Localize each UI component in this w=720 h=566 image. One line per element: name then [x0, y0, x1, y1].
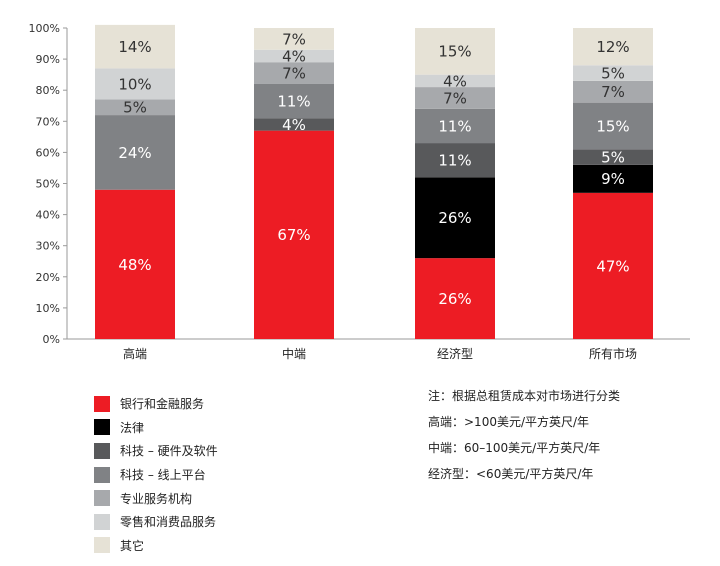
bar-segment — [573, 28, 653, 66]
legend-swatch — [94, 513, 110, 530]
bar-segment — [573, 192, 653, 339]
data-label: 24% — [118, 144, 151, 162]
legend-item: 科技 – 硬件及软件 — [94, 439, 394, 463]
legend-label: 专业服务机构 — [120, 491, 193, 506]
data-label: 9% — [601, 170, 625, 188]
note-line: 中端：60–100美元/平方英尺/年 — [428, 441, 601, 455]
bar-segment — [573, 149, 653, 165]
legend-item: 其它 — [94, 534, 394, 558]
legend: 银行和金融服务 法律科技 – 硬件及软件 科技 – 线上平台 专业服务机构零售和消费品… — [94, 392, 394, 557]
legend-label: 其它 — [120, 538, 145, 553]
data-label: 4% — [443, 72, 467, 90]
legend-label: 科技 – 线上平台 — [120, 468, 206, 483]
bar-segment — [95, 99, 175, 116]
bar-segment — [95, 24, 175, 69]
data-label: 10% — [118, 75, 151, 93]
y-tick-label: 10% — [36, 302, 60, 315]
bar-segment — [573, 80, 653, 103]
data-label: 11% — [277, 92, 310, 110]
data-label: 15% — [596, 117, 629, 135]
bar-segment — [254, 28, 334, 50]
data-label: 5% — [123, 99, 147, 117]
data-label: 7% — [601, 83, 625, 101]
y-tick-label: 30% — [36, 240, 60, 253]
y-tick-label: 50% — [36, 178, 60, 191]
legend-label: 零售和消费品服务 — [120, 515, 217, 530]
legend-swatch — [94, 537, 110, 554]
data-label: 12% — [596, 38, 629, 56]
notes: 注：根据总租赁成本对市场进行分类 高端：>100美元/平方英尺/年 中端：60–… — [428, 388, 718, 492]
data-label: 11% — [438, 152, 471, 170]
legend-item: 零售和消费品服务 — [94, 510, 394, 534]
bar-segment — [254, 49, 334, 63]
bar-segment — [254, 130, 334, 339]
data-label: 5% — [601, 64, 625, 82]
data-label: 4% — [282, 47, 306, 65]
bar-segment — [415, 258, 495, 339]
data-label: 48% — [118, 256, 151, 274]
legend-item: 银行和金融服务 — [94, 392, 394, 416]
y-tick-label: 90% — [36, 53, 60, 66]
x-category-label: 高端 — [123, 346, 147, 361]
note-line: 高端：>100美元/平方英尺/年 — [428, 415, 590, 429]
legend-swatch — [94, 442, 110, 459]
x-category-label: 经济型 — [437, 346, 473, 361]
legend-item: 法律 — [94, 416, 394, 440]
data-label: 7% — [282, 30, 306, 48]
bar-segment — [415, 177, 495, 259]
bar-segment — [415, 87, 495, 109]
bar-segment — [254, 118, 334, 131]
data-label: 7% — [443, 89, 467, 107]
bar-segment — [254, 83, 334, 119]
bar-segment — [415, 143, 495, 178]
legend-swatch — [94, 466, 110, 483]
data-label: 67% — [277, 226, 310, 244]
data-label: 4% — [282, 116, 306, 134]
legend-label: 法律 — [120, 420, 145, 435]
y-tick-label: 100% — [29, 22, 60, 35]
legend-swatch — [94, 419, 110, 436]
y-tick-label: 60% — [36, 146, 60, 159]
note-line: 注：根据总租赁成本对市场进行分类 — [428, 389, 621, 403]
bar-segment — [573, 164, 653, 193]
data-label: 47% — [596, 257, 629, 275]
data-label: 14% — [118, 38, 151, 56]
x-category-label: 所有市场 — [589, 346, 637, 361]
data-label: 5% — [601, 148, 625, 166]
legend-swatch — [94, 395, 110, 412]
bar-segment — [573, 65, 653, 81]
bar-segment — [415, 108, 495, 144]
bar-segment — [95, 115, 175, 190]
data-label: 26% — [438, 209, 471, 227]
data-label: 15% — [438, 43, 471, 61]
y-tick-label: 80% — [36, 84, 60, 97]
data-label: 7% — [282, 64, 306, 82]
x-category-label: 中端 — [282, 346, 306, 361]
legend-item: 科技 – 线上平台 — [94, 463, 394, 487]
bar-segment — [95, 189, 175, 339]
stacked-bar-chart: 0% 10% 20% 30% 40% 50% 60% 70% 80% 90% 100% 48% 24% 5… — [29, 22, 690, 361]
legend-swatch — [94, 490, 110, 507]
y-tick-label: 0% — [43, 333, 60, 346]
bar-segment — [415, 74, 495, 88]
y-tick-label: 40% — [36, 209, 60, 222]
legend-label: 银行和金融服务 — [120, 397, 205, 412]
legend-label: 科技 – 硬件及软件 — [120, 444, 218, 459]
bar-segment — [415, 28, 495, 75]
data-label: 11% — [438, 117, 471, 135]
bar-segment — [254, 62, 334, 84]
y-tick-label: 20% — [36, 271, 60, 284]
note-line: 经济型：<60美元/平方英尺/年 — [428, 467, 594, 481]
y-tick-label: 70% — [36, 115, 60, 128]
legend-item: 专业服务机构 — [94, 486, 394, 510]
data-label: 26% — [438, 290, 471, 308]
bar-segment — [573, 102, 653, 150]
bar-segment — [95, 68, 175, 100]
